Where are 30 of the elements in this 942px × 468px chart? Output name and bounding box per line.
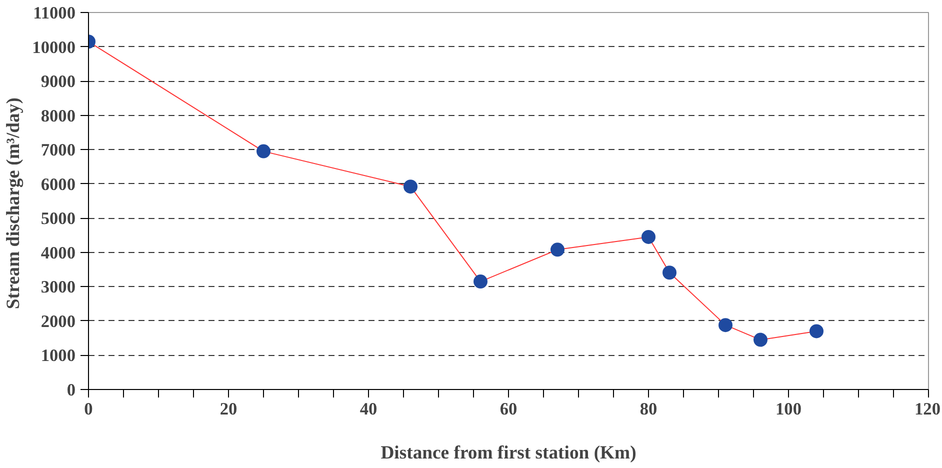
x-axis-title: Distance from first station (Km): [380, 442, 636, 464]
y-tick-label: 10000: [32, 38, 76, 57]
y-tick-label: 6000: [40, 174, 76, 194]
point: [550, 242, 564, 257]
point: [754, 332, 768, 347]
x-tick-label: 80: [640, 400, 658, 418]
point: [256, 144, 270, 158]
y-tick-label: 1000: [40, 346, 76, 366]
x-tick-label: 60: [500, 400, 518, 418]
x-tick-label: 20: [220, 400, 238, 418]
y-tick-label: 11000: [33, 4, 76, 22]
y-tick-label: 2000: [40, 312, 76, 331]
y-axis-title: Stream discharge (m³/day): [3, 98, 24, 310]
y-tick-label: 5000: [40, 209, 76, 228]
x-tick-label: 40: [360, 400, 378, 418]
x-tick-label: 100: [776, 400, 802, 418]
point: [810, 324, 824, 338]
y-tick-label: 8000: [40, 106, 76, 126]
y-tick-label: 3000: [40, 278, 76, 297]
point: [718, 318, 732, 332]
point: [642, 230, 656, 244]
y-tick-label: 4000: [40, 243, 76, 262]
y-tick-label: 9000: [40, 72, 76, 92]
x-tick-label: 120: [914, 400, 941, 418]
y-tick-label: 0: [66, 380, 76, 400]
y-tick-label: 7000: [40, 140, 76, 160]
point: [474, 274, 488, 289]
point: [404, 180, 418, 194]
x-tick-label: 0: [84, 400, 93, 418]
point: [662, 266, 676, 280]
